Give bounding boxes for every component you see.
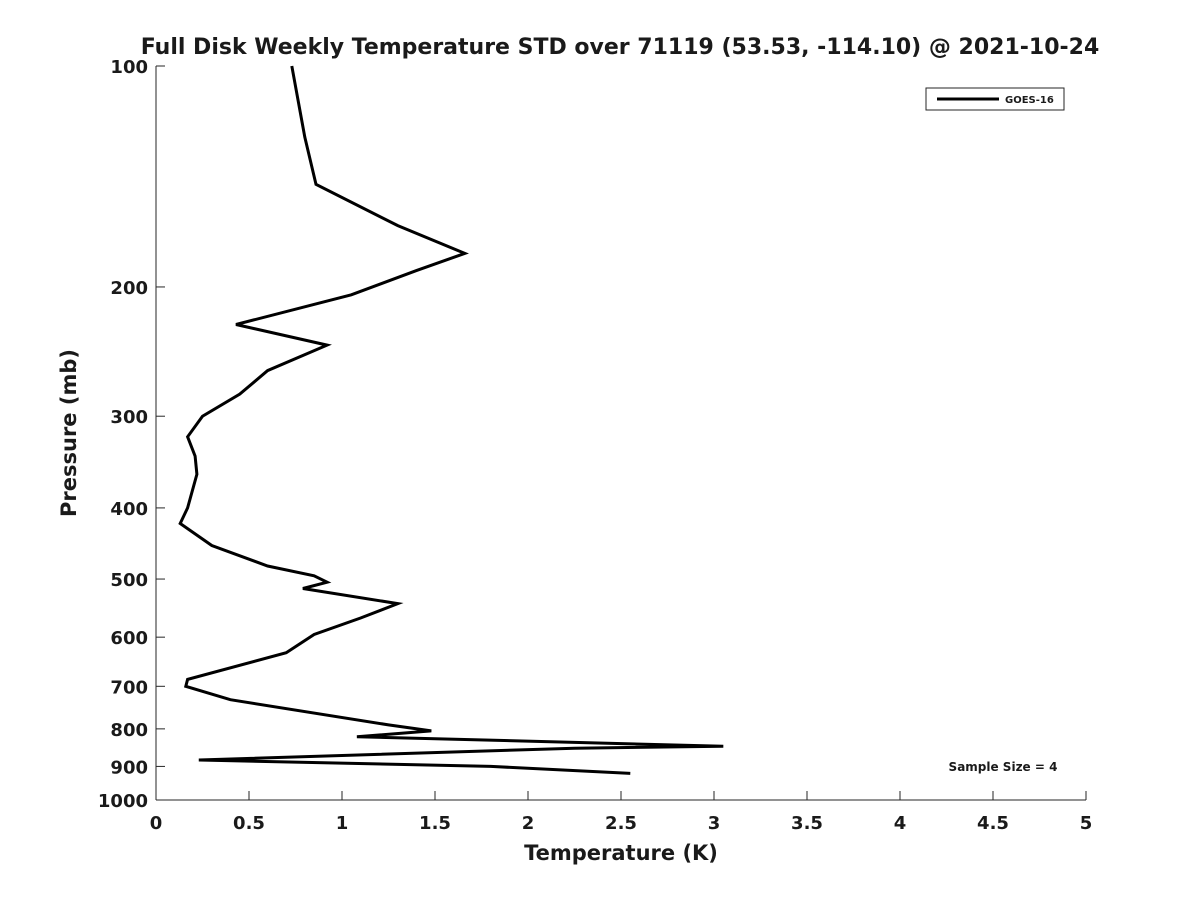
x-axis-label: Temperature (K)	[524, 841, 718, 865]
x-tick-label: 2	[522, 813, 535, 834]
sample-size-note: Sample Size = 4	[949, 760, 1058, 774]
y-tick-label: 900	[110, 757, 148, 778]
y-tick-label: 300	[110, 407, 148, 428]
y-tick-label: 600	[110, 628, 148, 649]
y-tick-label: 200	[110, 278, 148, 299]
x-ticks: 0 0.5 1 1.5 2 2.5 3 3.5 4 4.5 5	[150, 791, 1093, 834]
x-tick-label: 1.5	[419, 813, 451, 834]
series-line-goes-16	[178, 65, 724, 775]
y-tick-label: 500	[110, 570, 148, 591]
y-tick-label: 700	[110, 677, 148, 698]
x-tick-label: 1	[336, 813, 349, 834]
x-tick-label: 3.5	[791, 813, 823, 834]
axes	[155, 66, 1086, 801]
legend: GOES-16	[925, 87, 1065, 111]
x-tick-label: 0.5	[233, 813, 265, 834]
y-axis-label: Pressure (mb)	[57, 349, 81, 517]
x-tick-label: 0	[150, 813, 163, 834]
y-tick-label: 100	[110, 57, 148, 78]
series-layer	[178, 65, 724, 775]
x-tick-label: 4	[894, 813, 907, 834]
y-tick-label: 1000	[98, 791, 148, 812]
x-tick-label: 2.5	[605, 813, 637, 834]
chart-title: Full Disk Weekly Temperature STD over 71…	[141, 35, 1100, 60]
y-tick-label: 400	[110, 499, 148, 520]
y-tick-label: 800	[110, 720, 148, 741]
x-tick-label: 5	[1080, 813, 1093, 834]
y-ticks: 100 200 300 400 500 600 700 800 900 1000	[98, 57, 165, 812]
x-tick-label: 4.5	[977, 813, 1009, 834]
legend-label-goes-16: GOES-16	[1005, 95, 1054, 106]
x-tick-label: 3	[708, 813, 721, 834]
